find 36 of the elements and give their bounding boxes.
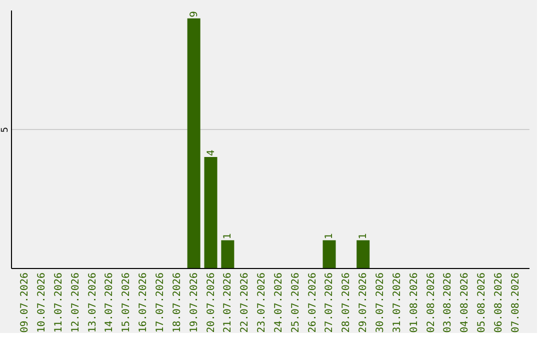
x-tick-label: 06.08.2026 (494, 272, 505, 333)
data-label: 1 (324, 232, 336, 240)
x-tick-label: 07.08.2026 (510, 272, 522, 333)
x-tick-label: 16.07.2026 (138, 272, 150, 333)
x-tick-label: 30.07.2026 (375, 272, 386, 333)
x-tick-label: 28.07.2026 (341, 272, 352, 333)
x-tick-label: 25.07.2026 (290, 272, 302, 333)
x-tick-label: 26.07.2026 (307, 272, 318, 333)
x-tick-label: 20.07.2026 (206, 272, 217, 333)
x-tick-label: 27.07.2026 (324, 272, 336, 333)
x-tick-label: 18.07.2026 (172, 272, 183, 333)
x-tick-label: 22.07.2026 (240, 272, 251, 333)
x-tick-label: 17.07.2026 (154, 272, 166, 333)
x-tick-label: 29.07.2026 (358, 272, 370, 333)
x-tick-label: 19.07.2026 (188, 272, 200, 333)
x-tick-label: 13.07.2026 (87, 272, 98, 333)
x-tick-label: 10.07.2026 (36, 272, 48, 333)
x-tick-label: 12.07.2026 (70, 272, 82, 333)
x-tick-label: 01.08.2026 (408, 272, 420, 333)
data-label: 1 (358, 232, 370, 240)
y-tick-label: 5 (0, 126, 10, 133)
x-tick-label: 21.07.2026 (222, 272, 234, 333)
x-tick-label: 09.07.2026 (20, 272, 31, 333)
x-tick-label: 15.07.2026 (121, 272, 132, 333)
x-tick-label: 31.07.2026 (392, 272, 403, 333)
data-label: 1 (222, 232, 234, 240)
x-tick-label: 24.07.2026 (273, 272, 284, 333)
x-tick-label: 14.07.2026 (104, 272, 116, 333)
x-tick-label: 04.08.2026 (460, 272, 471, 333)
x-tick-label: 02.08.2026 (426, 272, 437, 333)
data-label: 9 (188, 10, 200, 18)
x-tick-label: 05.08.2026 (476, 272, 488, 333)
x-tick-label: 23.07.2026 (256, 272, 268, 333)
x-tick-label: 11.07.2026 (53, 272, 64, 333)
data-label: 4 (206, 150, 217, 156)
x-tick-label: 03.08.2026 (442, 272, 454, 333)
